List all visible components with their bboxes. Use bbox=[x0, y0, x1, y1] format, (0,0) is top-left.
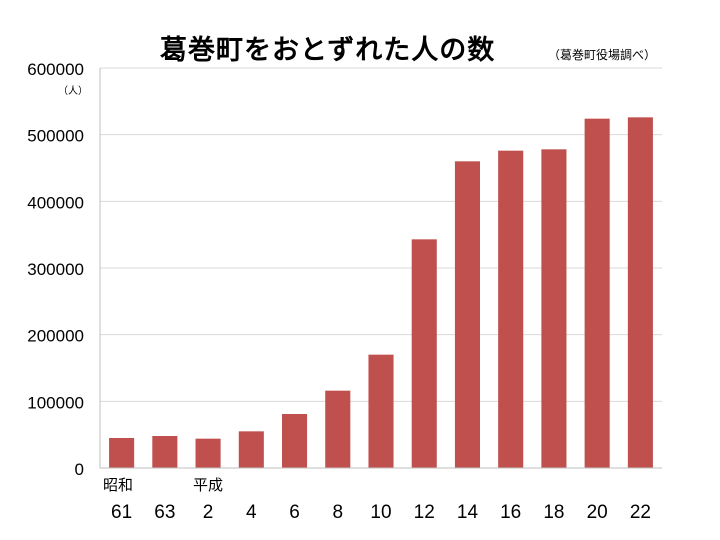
y-tick-label: 200000 bbox=[27, 327, 84, 346]
x-tick-label: 22 bbox=[630, 502, 651, 523]
y-tick-label: 500000 bbox=[27, 127, 84, 146]
x-tick-label: 12 bbox=[414, 502, 435, 523]
x-tick-label: 18 bbox=[543, 502, 564, 523]
x-tick-label: 8 bbox=[332, 502, 343, 523]
bar bbox=[282, 414, 308, 468]
bar bbox=[109, 438, 135, 468]
x-tick-label: 2 bbox=[203, 502, 214, 523]
bar bbox=[498, 150, 524, 468]
y-axis-unit-label: （人） bbox=[58, 86, 88, 97]
bar bbox=[238, 431, 264, 468]
era-label-showa: 昭和 bbox=[103, 476, 134, 494]
bar bbox=[627, 117, 653, 468]
era-label-heisei: 平成 bbox=[193, 476, 224, 494]
x-tick-label: 61 bbox=[111, 502, 132, 523]
x-tick-label: 4 bbox=[246, 502, 257, 523]
y-tick-label: 600000 bbox=[27, 60, 84, 79]
y-tick-label: 300000 bbox=[27, 260, 84, 279]
x-tick-label: 16 bbox=[500, 502, 521, 523]
bar bbox=[411, 239, 437, 468]
x-tick-label: 10 bbox=[370, 502, 391, 523]
x-tick-label: 20 bbox=[587, 502, 608, 523]
x-tick-label: 63 bbox=[154, 502, 175, 523]
source-note: （葛巻町役場調べ） bbox=[548, 48, 657, 62]
bar bbox=[584, 118, 610, 469]
bar bbox=[454, 161, 480, 469]
chart-title: 葛巻町をおとずれた人の数 bbox=[160, 35, 496, 66]
bar bbox=[195, 438, 221, 468]
bar bbox=[325, 390, 351, 468]
x-tick-label: 6 bbox=[289, 502, 300, 523]
y-tick-label: 100000 bbox=[27, 393, 84, 412]
y-tick-label: 400000 bbox=[27, 193, 84, 212]
y-tick-label: 0 bbox=[75, 460, 84, 479]
x-tick-label: 14 bbox=[457, 502, 479, 523]
bar bbox=[152, 436, 178, 468]
bar bbox=[368, 354, 394, 468]
bar bbox=[541, 149, 567, 469]
